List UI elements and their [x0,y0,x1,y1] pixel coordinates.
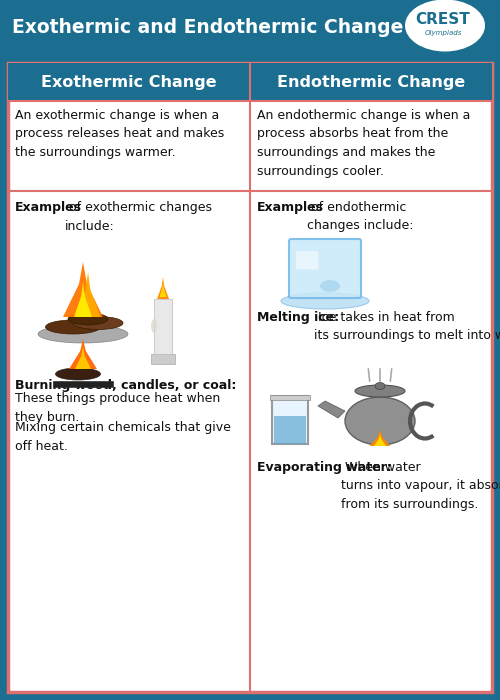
Ellipse shape [151,319,157,333]
Ellipse shape [345,397,415,445]
Text: Evaporating water:: Evaporating water: [257,461,392,474]
Polygon shape [75,347,91,369]
Text: Endothermic Change: Endothermic Change [277,74,465,90]
Text: Exothermic and Endothermic Change: Exothermic and Endothermic Change [12,18,404,37]
Polygon shape [63,262,103,317]
Text: of endothermic
changes include:: of endothermic changes include: [307,201,414,232]
Bar [272,396,308,444]
Text: Olympiads: Olympiads [424,29,462,36]
Text: Examples: Examples [15,201,82,214]
Bar [8,63,250,101]
Ellipse shape [46,320,100,334]
Bar [250,63,492,101]
Polygon shape [318,401,345,418]
Polygon shape [157,277,169,299]
Bar [270,395,310,400]
Bar [151,354,175,364]
Text: Examples: Examples [257,201,324,214]
Text: An exothermic change is when a
process releases heat and makes
the surroundings : An exothermic change is when a process r… [15,109,224,159]
FancyBboxPatch shape [0,0,370,55]
Text: Exothermic Change: Exothermic Change [41,74,217,90]
Text: Mixing certain chemicals that give
off heat.: Mixing certain chemicals that give off h… [15,421,231,452]
Text: An endothermic change is when a
process absorbs heat from the
surroundings and m: An endothermic change is when a process … [257,109,470,178]
Bar [53,381,113,387]
Bar [274,416,306,444]
Text: of exothermic changes
include:: of exothermic changes include: [65,201,212,232]
Polygon shape [74,282,92,317]
Ellipse shape [73,316,123,330]
FancyBboxPatch shape [296,251,318,270]
Polygon shape [69,339,97,369]
Polygon shape [76,272,100,317]
Ellipse shape [38,325,128,343]
FancyBboxPatch shape [289,239,361,298]
Bar [8,63,492,692]
Text: These things produce heat when
they burn.: These things produce heat when they burn… [15,392,220,424]
Ellipse shape [405,0,485,52]
Ellipse shape [355,385,405,397]
Text: Melting ice:: Melting ice: [257,311,339,324]
Text: When water
turns into vapour, it absorbs heat
from its surroundings.: When water turns into vapour, it absorbs… [341,461,500,511]
Ellipse shape [320,280,340,292]
Text: Burning wood, candles, or coal:: Burning wood, candles, or coal: [15,379,236,392]
Polygon shape [374,434,386,446]
Polygon shape [160,282,166,297]
Ellipse shape [56,368,100,380]
Text: CREST: CREST [416,12,470,27]
Polygon shape [370,430,390,446]
Bar [154,299,172,354]
Ellipse shape [68,313,108,325]
Ellipse shape [281,293,369,309]
Text: Ice takes in heat from
its surroundings to melt into water.: Ice takes in heat from its surroundings … [314,311,500,342]
Ellipse shape [375,382,385,389]
